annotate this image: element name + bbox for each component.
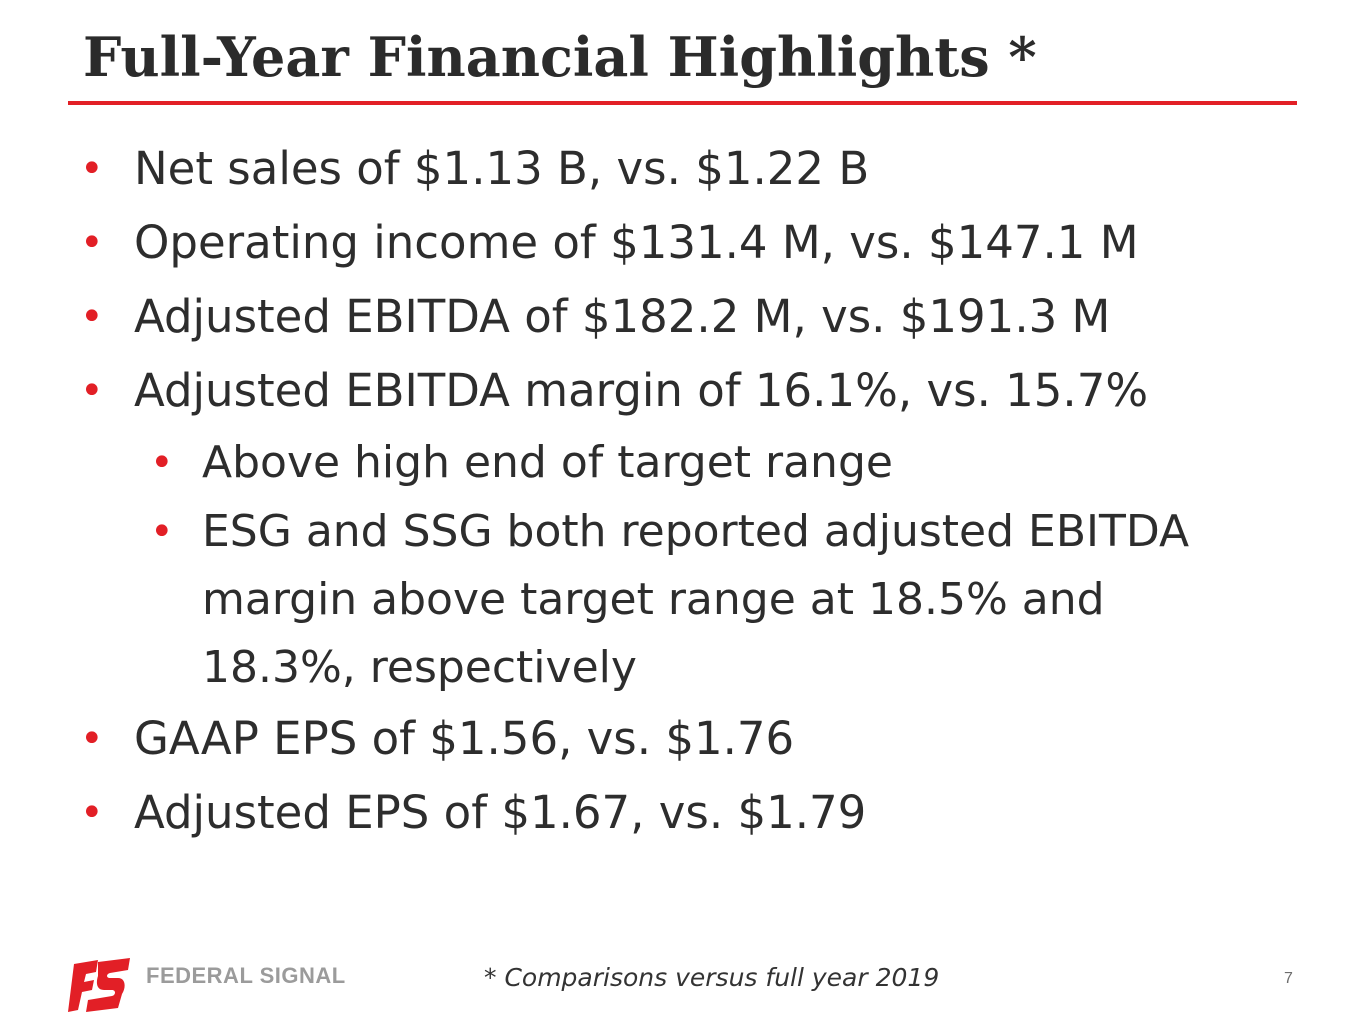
bullet-item-net-sales: • Net sales of $1.13 B, vs. $1.22 B xyxy=(0,132,1365,206)
bullet-list: • Net sales of $1.13 B, vs. $1.22 B • Op… xyxy=(0,132,1365,850)
bullet-text: Above high end of target range xyxy=(202,437,893,488)
bullet-item-adjusted-ebitda: • Adjusted EBITDA of $182.2 M, vs. $191.… xyxy=(0,280,1365,354)
bullet-dot: • xyxy=(80,368,104,414)
bullet-dot: • xyxy=(80,146,104,192)
slide-title: Full-Year Financial Highlights * xyxy=(83,25,1037,89)
sub-bullet-item-target-range: • Above high end of target range xyxy=(0,428,1242,498)
bullet-dot: • xyxy=(80,220,104,266)
bullet-dot: • xyxy=(150,509,174,555)
bullet-text: Adjusted EBITDA margin of 16.1%, vs. 15.… xyxy=(134,364,1149,417)
page-number: 7 xyxy=(1284,970,1293,987)
bullet-item-adjusted-eps: • Adjusted EPS of $1.67, vs. $1.79 xyxy=(0,776,1365,850)
bullet-text: Operating income of $131.4 M, vs. $147.1… xyxy=(134,216,1139,269)
bullet-item-ebitda-margin: • Adjusted EBITDA margin of 16.1%, vs. 1… xyxy=(0,354,1365,428)
bullet-dot: • xyxy=(80,716,104,762)
brand-wordmark: FEDERAL SIGNAL xyxy=(146,963,346,988)
bullet-item-operating-income: • Operating income of $131.4 M, vs. $147… xyxy=(0,206,1365,280)
bullet-text: ESG and SSG both reported adjusted EBITD… xyxy=(202,506,1190,693)
bullet-text: Net sales of $1.13 B, vs. $1.22 B xyxy=(134,142,870,195)
bullet-text: Adjusted EPS of $1.67, vs. $1.79 xyxy=(134,786,867,839)
bullet-text: Adjusted EBITDA of $182.2 M, vs. $191.3 … xyxy=(134,290,1111,343)
federal-signal-logo-icon xyxy=(68,958,130,1012)
sub-bullet-item-esg-ssg: • ESG and SSG both reported adjusted EBI… xyxy=(0,498,1242,702)
bullet-dot: • xyxy=(150,440,174,486)
bullet-text: GAAP EPS of $1.56, vs. $1.76 xyxy=(134,712,795,765)
footnote: * Comparisons versus full year 2019 xyxy=(484,963,940,992)
title-underline xyxy=(68,101,1297,105)
bullet-dot: • xyxy=(80,790,104,836)
bullet-item-gaap-eps: • GAAP EPS of $1.56, vs. $1.76 xyxy=(0,702,1365,776)
bullet-dot: • xyxy=(80,294,104,340)
